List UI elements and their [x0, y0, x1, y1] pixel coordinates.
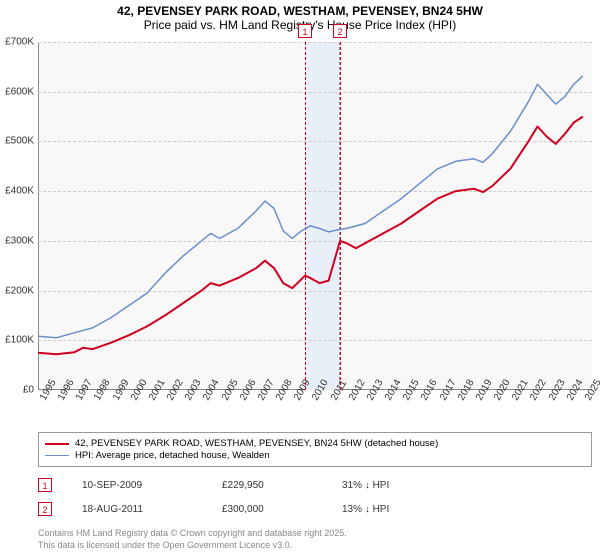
sale-price: £229,950 — [222, 480, 312, 491]
legend-swatch-price — [45, 443, 69, 445]
sale-delta: 13% ↓ HPI — [342, 504, 389, 515]
sale-marker-box: 1 — [38, 478, 52, 492]
ytick-label: £500K — [0, 136, 34, 147]
ytick-label: £400K — [0, 186, 34, 197]
sale-delta: 31% ↓ HPI — [342, 480, 389, 491]
footnote: Contains HM Land Registry data © Crown c… — [38, 528, 592, 551]
legend-label-price: 42, PEVENSEY PARK ROAD, WESTHAM, PEVENSE… — [75, 438, 438, 449]
sale-row: 1 10-SEP-2009 £229,950 31% ↓ HPI — [38, 478, 592, 492]
sale-row: 2 18-AUG-2011 £300,000 13% ↓ HPI — [38, 502, 592, 516]
series-hpi — [38, 76, 583, 338]
footnote-line1: Contains HM Land Registry data © Crown c… — [38, 528, 592, 540]
ytick-label: £200K — [0, 285, 34, 296]
legend-swatch-hpi — [45, 455, 69, 457]
legend-box: 42, PEVENSEY PARK ROAD, WESTHAM, PEVENSE… — [38, 432, 592, 467]
title-line1: 42, PEVENSEY PARK ROAD, WESTHAM, PEVENSE… — [0, 4, 600, 18]
sale-date: 10-SEP-2009 — [82, 480, 192, 491]
chart-plot-area: £0£100K£200K£300K£400K£500K£600K£700K 19… — [38, 42, 592, 390]
ytick-label: £600K — [0, 86, 34, 97]
sale-marker-box: 2 — [38, 502, 52, 516]
legend-row-price: 42, PEVENSEY PARK ROAD, WESTHAM, PEVENSE… — [45, 438, 585, 449]
footnote-line2: This data is licensed under the Open Gov… — [38, 540, 592, 552]
sale-date: 18-AUG-2011 — [82, 504, 192, 515]
ytick-label: £700K — [0, 37, 34, 48]
chart-container: 42, PEVENSEY PARK ROAD, WESTHAM, PEVENSE… — [0, 0, 600, 560]
ytick-label: £100K — [0, 335, 34, 346]
line-series — [38, 42, 592, 390]
ytick-label: £300K — [0, 235, 34, 246]
legend-label-hpi: HPI: Average price, detached house, Weal… — [75, 450, 270, 461]
marker-label: 2 — [333, 24, 347, 38]
ytick-label: £0 — [0, 385, 34, 396]
sale-price: £300,000 — [222, 504, 312, 515]
series-price_paid — [38, 117, 583, 355]
legend-row-hpi: HPI: Average price, detached house, Weal… — [45, 450, 585, 461]
marker-label: 1 — [298, 24, 312, 38]
